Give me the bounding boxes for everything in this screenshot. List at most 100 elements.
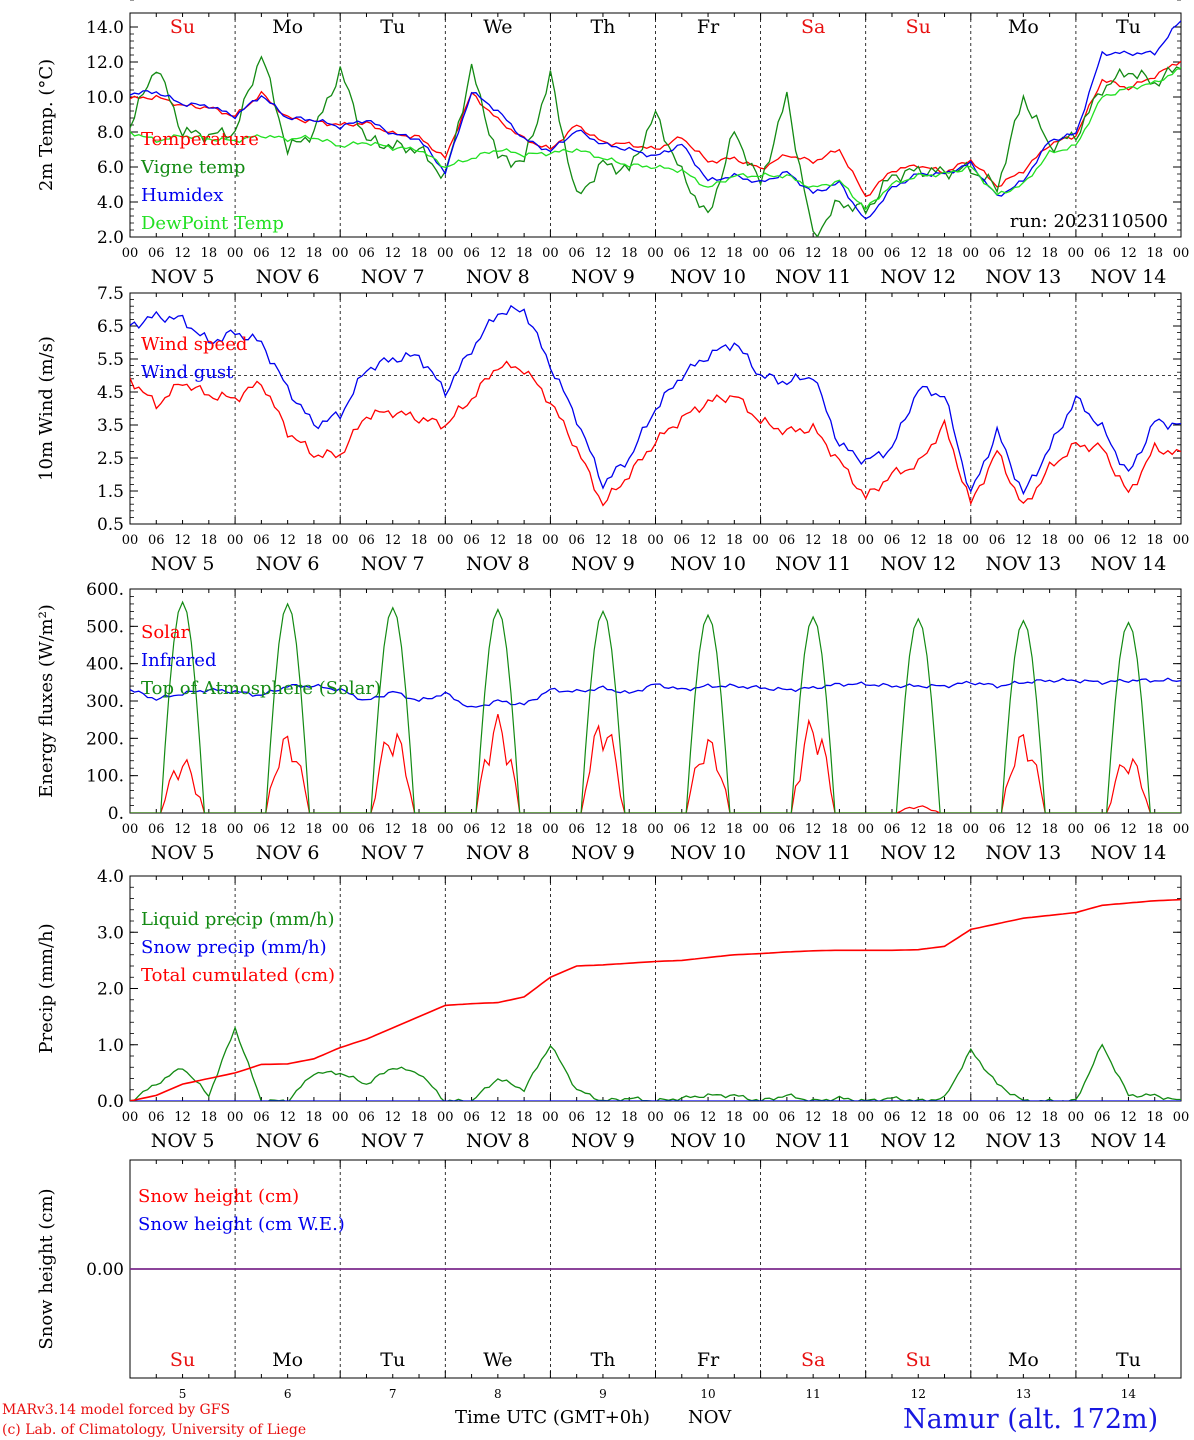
y-tick-label: 6.0 [97,158,124,178]
hour-tick-label: 00 [542,533,559,548]
y-axis-label: 2m Temp. (°C) [36,59,57,191]
hour-tick-label: 12 [174,533,191,548]
hour-tick-label: 00 [122,1110,139,1125]
weekday-name: Mo [272,1349,303,1371]
y-tick-label: 1.0 [97,1036,124,1056]
hour-tick-label: 06 [779,246,796,261]
hour-tick-label: 06 [884,822,901,837]
footer-day-number: 6 [284,1387,292,1401]
hour-tick-label: 18 [726,822,743,837]
hour-tick-label: 06 [884,533,901,548]
footer-day-number: 14 [1121,1387,1137,1401]
run-label: run: 2023110500 [1010,211,1168,232]
temperature-line [130,60,1181,198]
y-tick-label: 4.5 [97,383,124,403]
hour-tick-label: 12 [279,246,296,261]
legend-entry: Wind speed [141,334,247,355]
hour-tick-label: 18 [1146,533,1163,548]
hour-tick-label: 18 [306,246,323,261]
hour-tick-label: 12 [490,822,507,837]
hour-tick-label: 18 [831,1110,848,1125]
series-group [130,898,1181,1101]
precip-panel: 0.0 1.0 2.0 3.0 4.0 Precip (mm/h) Liquid preci… [36,867,1189,1152]
y-tick-label: 4.0 [97,867,124,887]
hour-tick-label: 06 [358,533,375,548]
legend-entry: Top of Atmosphere (Solar) [141,678,381,699]
legend-entry: Solar [141,622,190,643]
hour-tick-label: 06 [253,822,270,837]
weekday-name: Mo [1008,16,1039,38]
footer-day-number: 12 [911,1387,926,1401]
hour-tick-label: 06 [358,822,375,837]
footer-day-number: 11 [806,1387,821,1401]
day-label: NOV 10 [670,553,746,575]
legend-entry: Humidex [141,185,223,206]
y-tick-label: 400. [86,655,124,675]
legend-entry: DewPoint Temp [141,213,284,234]
hour-tick-label: 00 [647,822,664,837]
hour-tick-label: 12 [174,246,191,261]
y-tick-label: 10.0 [86,88,124,108]
legend-entry: Snow height (cm W.E.) [138,1214,345,1235]
hour-tick-label: 18 [516,1110,533,1125]
hour-tick-label: 18 [936,822,953,837]
y-tick-label: 14.0 [86,18,124,38]
x-axis-month: NOV [688,1407,732,1428]
hour-tick-label: 18 [1146,1110,1163,1125]
day-label: NOV 6 [256,1130,320,1152]
day-label: NOV 11 [775,553,851,575]
y-tick-label: 12.0 [86,53,124,73]
weekday-name: We [483,16,512,38]
hour-tick-label: 18 [306,822,323,837]
hour-tick-label: 12 [1015,822,1032,837]
dewpoint-temp-line [130,67,1181,211]
day-label: NOV 10 [670,266,746,288]
solar-line [130,713,1181,813]
hour-tick-label: 12 [490,246,507,261]
hour-tick-label: 06 [989,533,1006,548]
hour-tick-label: 00 [963,822,980,837]
hour-tick-label: 00 [227,1110,244,1125]
weekday-name: Tu [1116,16,1141,38]
hour-tick-label: 00 [1068,822,1085,837]
y-tick-label: 500. [86,617,124,637]
day-label: NOV 7 [361,266,425,288]
hour-tick-label: 18 [1041,246,1058,261]
hour-tick-label: 00 [1068,533,1085,548]
vigne-temp-line [130,55,1181,237]
hour-tick-label: 00 [647,533,664,548]
hour-tick-label: 06 [1094,1110,1111,1125]
legend-entry: Snow height (cm) [138,1186,299,1207]
footer-day-number: 5 [179,1387,187,1401]
hour-tick-label: 12 [700,1110,717,1125]
weekday-name: Sa [801,1349,825,1371]
hour-tick-label: 06 [463,246,480,261]
hour-tick-label: 00 [332,533,349,548]
series-group [130,20,1181,237]
day-label: NOV 7 [361,553,425,575]
day-label: NOV 5 [151,842,215,864]
day-label: NOV 6 [256,266,320,288]
hour-tick-label: 06 [568,822,585,837]
y-tick-label: 0.0 [97,1092,124,1112]
hour-tick-label: 18 [1041,822,1058,837]
hour-tick-label: 12 [1120,822,1137,837]
hour-tick-label: 06 [463,1110,480,1125]
hour-tick-label: 12 [700,246,717,261]
hour-tick-label: 12 [910,822,927,837]
y-tick-label: 0. [108,804,124,824]
legend-entry: Vigne temp [140,157,245,178]
humidex-line [130,20,1181,220]
hour-tick-label: 18 [411,1110,428,1125]
hour-tick-label: 18 [306,533,323,548]
hour-tick-label: 06 [148,533,165,548]
legend-entry: Liquid precip (mm/h) [141,909,335,930]
hour-tick-label: 06 [568,1110,585,1125]
hour-tick-label: 12 [279,533,296,548]
day-label: NOV 6 [256,553,320,575]
hour-tick-label: 12 [384,533,401,548]
hour-tick-label: 06 [884,1110,901,1125]
series-group [130,600,1181,813]
